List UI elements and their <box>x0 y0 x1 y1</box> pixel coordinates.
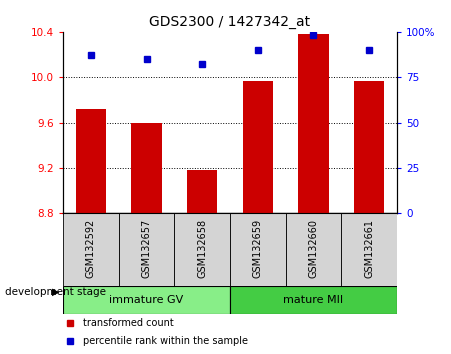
Bar <box>243 81 273 213</box>
Text: transformed count: transformed count <box>83 318 174 328</box>
Bar <box>175 213 230 286</box>
Text: GSM132661: GSM132661 <box>364 219 374 278</box>
Text: GSM132660: GSM132660 <box>308 219 318 278</box>
Text: ▶: ▶ <box>52 287 60 297</box>
Bar <box>119 213 175 286</box>
Bar <box>230 286 397 314</box>
Bar <box>354 81 384 213</box>
Text: GSM132659: GSM132659 <box>253 219 263 278</box>
Bar <box>131 122 162 213</box>
Bar <box>63 213 119 286</box>
Title: GDS2300 / 1427342_at: GDS2300 / 1427342_at <box>149 16 311 29</box>
Bar <box>341 213 397 286</box>
Bar <box>285 213 341 286</box>
Text: GSM132658: GSM132658 <box>197 219 207 278</box>
Text: GSM132592: GSM132592 <box>86 219 96 278</box>
Bar <box>76 109 106 213</box>
Bar <box>230 213 285 286</box>
Text: immature GV: immature GV <box>110 295 184 305</box>
Text: percentile rank within the sample: percentile rank within the sample <box>83 336 248 347</box>
Text: development stage: development stage <box>5 287 106 297</box>
Text: GSM132657: GSM132657 <box>142 219 152 278</box>
Text: mature MII: mature MII <box>283 295 344 305</box>
Bar <box>298 34 329 213</box>
Bar <box>187 170 217 213</box>
Bar <box>63 286 230 314</box>
